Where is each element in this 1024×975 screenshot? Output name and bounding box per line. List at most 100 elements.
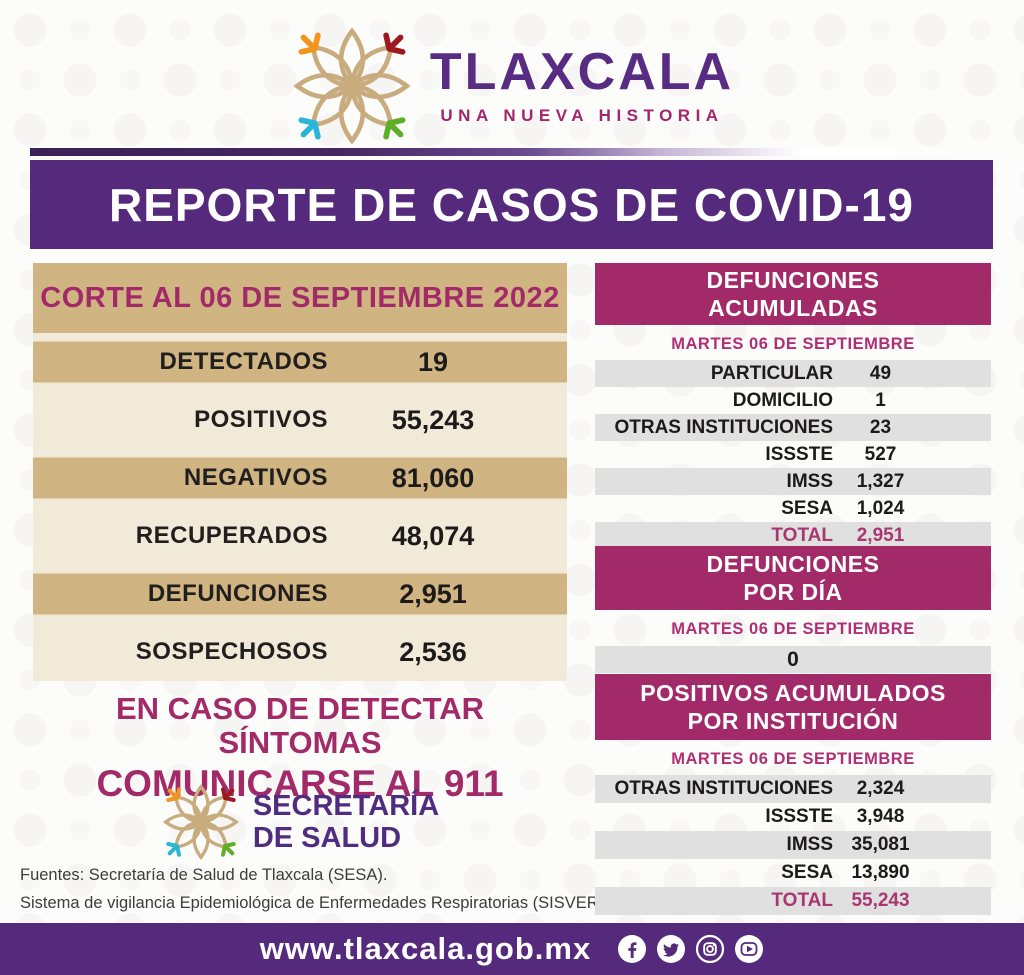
summary-panel: CORTE AL 06 DE SEPTIEMBRE 2022 DETECTADO… (33, 263, 567, 681)
tlaxcala-flower-icon (293, 27, 411, 145)
row-value: 2,324 (856, 778, 905, 799)
panel-date: MARTES 06 DE SEPTIEMBRE (671, 620, 915, 638)
row-label: NEGATIVOS (183, 464, 328, 491)
deaths-per-day-value: 0 (595, 646, 991, 673)
total-value: 55,243 (851, 890, 910, 911)
sources-line1: Fuentes: Secretaría de Salud de Tlaxcala… (20, 866, 388, 884)
row-value: 19 (417, 346, 449, 377)
summary-rows: DETECTADOS 19 POSITIVOS 55,243 NEGATIVOS… (33, 333, 567, 681)
salud-flower-icon (162, 783, 239, 861)
row-value: 2,536 (399, 636, 467, 667)
table-row: OTRAS INSTITUCIONES 2,324 (595, 775, 991, 803)
row-label: IMSS (786, 470, 833, 492)
row-value: 3,948 (856, 806, 905, 827)
row-label: OTRAS INSTITUCIONES (614, 416, 833, 438)
row-label: IMSS (786, 834, 833, 855)
panel-title-line2: POR DÍA (743, 579, 843, 605)
row-label: ISSSTE (765, 806, 833, 827)
row-label: OTRAS INSTITUCIONES (614, 778, 833, 799)
row-label: DEFUNCIONES (147, 580, 328, 607)
total-label: TOTAL (771, 524, 833, 546)
row-label: DETECTADOS (159, 348, 328, 375)
table-row: DOMICILIO 1 (595, 387, 991, 414)
table-row: OTRAS INSTITUCIONES 23 (595, 414, 991, 441)
table-row: SESA 1,024 (595, 495, 991, 522)
table-row: ISSSTE 527 (595, 441, 991, 468)
panel-title-line2: POR INSTITUCIÓN (687, 708, 899, 734)
symptoms-notice-line2: COMUNICARSE AL 911 (96, 763, 504, 805)
panel-title-line1: POSITIVOS ACUMULADOS (640, 679, 946, 706)
table-row: IMSS 35,081 (595, 831, 991, 859)
positives-by-institution-panel: POSITIVOS ACUMULADOS POR INSTITUCIÓN MAR… (595, 674, 991, 915)
table-row: IMSS 1,327 (595, 468, 991, 495)
row-label: ISSSTE (765, 443, 833, 465)
table-row: PARTICULAR 49 (595, 360, 991, 387)
row-label: SESA (781, 497, 833, 519)
row-label: POSITIVOS (194, 406, 328, 433)
symptoms-notice-line1: EN CASO DE DETECTAR SÍNTOMAS (115, 691, 484, 761)
table-row: RECUPERADOS 48,074 (33, 507, 567, 565)
table-row: SOSPECHOSOS 2,536 (33, 623, 567, 681)
table-row: POSITIVOS 55,243 (33, 391, 567, 449)
symptoms-notice: EN CASO DE DETECTAR SÍNTOMAS COMUNICARSE… (33, 691, 567, 805)
table-row: DEFUNCIONES 2,951 (33, 565, 567, 623)
row-value: 527 (864, 443, 897, 465)
twitter-icon[interactable] (656, 934, 686, 964)
positives-by-institution-header: POSITIVOS ACUMULADOS POR INSTITUCIÓN (595, 674, 991, 740)
row-value: 55,243 (391, 404, 475, 435)
sources-note: Fuentes: Secretaría de Salud de Tlaxcala… (20, 861, 660, 917)
row-label: DOMICILIO (732, 389, 833, 411)
footer-bar: www.tlaxcala.gob.mx (0, 923, 1024, 975)
panel-title-line1: DEFUNCIONES (706, 266, 880, 293)
row-value: 2,951 (399, 578, 467, 609)
instagram-icon[interactable] (695, 934, 725, 964)
panel-date: MARTES 06 DE SEPTIEMBRE (671, 335, 915, 353)
row-value: 1,024 (856, 497, 905, 519)
summary-cutoff-header: CORTE AL 06 DE SEPTIEMBRE 2022 (33, 263, 567, 333)
report-title-banner: REPORTE DE CASOS DE COVID-19 (30, 160, 993, 249)
youtube-icon[interactable] (734, 934, 764, 964)
table-row: SESA 13,890 (595, 859, 991, 887)
row-value: 81,060 (391, 462, 475, 493)
table-row: ISSSTE 3,948 (595, 803, 991, 831)
row-value: 23 (869, 416, 892, 438)
health-secretary-line2: DE SALUD (252, 822, 402, 854)
deaths-accumulated-panel: DEFUNCIONES ACUMULADAS MARTES 06 DE SEPT… (595, 263, 991, 549)
health-secretary-name: SECRETARÍA DE SALUD (253, 790, 439, 855)
panel-date: MARTES 06 DE SEPTIEMBRE (671, 750, 915, 768)
decorative-gradient-bar (30, 148, 993, 156)
website-link[interactable]: www.tlaxcala.gob.mx (259, 931, 592, 966)
row-value: 48,074 (391, 520, 475, 551)
report-title: REPORTE DE CASOS DE COVID-19 (108, 178, 915, 231)
health-secretary-logo: SECRETARÍA DE SALUD (33, 782, 567, 862)
social-icons (617, 934, 764, 964)
total-value: 2,951 (856, 524, 905, 546)
row-label: SESA (781, 862, 833, 883)
row-value: 49 (869, 362, 892, 384)
table-row: DETECTADOS 19 (33, 333, 567, 391)
row-label: SOSPECHOSOS (135, 638, 328, 665)
brand-tagline: UNA NUEVA HISTORIA (440, 106, 724, 125)
panel-title-line2: ACUMULADAS (708, 295, 878, 321)
deaths-per-day-panel: DEFUNCIONES POR DÍA MARTES 06 DE SEPTIEM… (595, 546, 991, 673)
brand-header: TLAXCALA UNA NUEVA HISTORIA (0, 22, 1024, 150)
row-value: 1 (875, 389, 886, 411)
row-label: RECUPERADOS (135, 522, 328, 549)
deaths-accumulated-rows: PARTICULAR 49 DOMICILIO 1 OTRAS INSTITUC… (595, 360, 991, 549)
deaths-accumulated-header: DEFUNCIONES ACUMULADAS (595, 263, 991, 325)
row-value: 1,327 (856, 470, 905, 492)
deaths-per-day-header: DEFUNCIONES POR DÍA (595, 546, 991, 610)
sources-line2: Sistema de vigilancia Epidemiológica de … (20, 894, 609, 913)
total-label: TOTAL (771, 890, 833, 911)
brand-text: TLAXCALA UNA NUEVA HISTORIA (430, 46, 734, 126)
facebook-icon[interactable] (617, 934, 647, 964)
table-row-total: TOTAL 2,951 (595, 522, 991, 549)
brand-name: TLAXCALA (429, 43, 735, 101)
row-value: 13,890 (851, 862, 910, 883)
row-value: 35,081 (851, 834, 910, 855)
positives-rows: OTRAS INSTITUCIONES 2,324 ISSSTE 3,948 I… (595, 775, 991, 915)
panel-title-line1: DEFUNCIONES (706, 550, 880, 577)
table-row: NEGATIVOS 81,060 (33, 449, 567, 507)
table-row-total: TOTAL 55,243 (595, 887, 991, 915)
